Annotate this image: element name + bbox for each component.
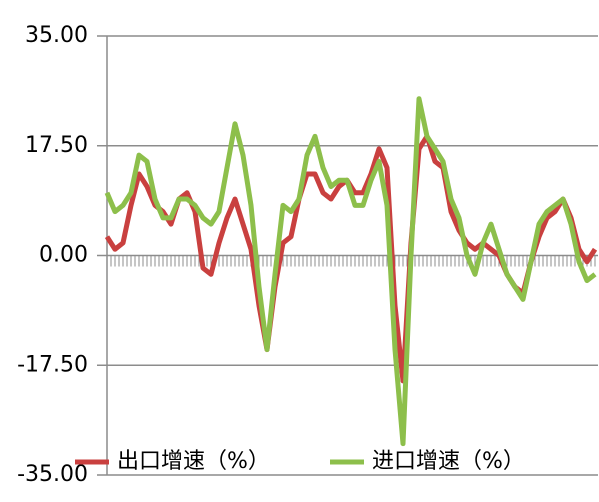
- y-tick-label: 0.00: [39, 243, 88, 268]
- legend-label: 出口增速（%）: [117, 449, 270, 474]
- y-tick-label: -17.50: [17, 352, 88, 377]
- data-line: [104, 96, 597, 447]
- y-tick-label: 35.00: [25, 23, 88, 48]
- legend-label: 进口增速（%）: [372, 449, 525, 474]
- y-tick-label: 17.50: [25, 133, 88, 158]
- y-tick-label: -35.00: [17, 462, 88, 487]
